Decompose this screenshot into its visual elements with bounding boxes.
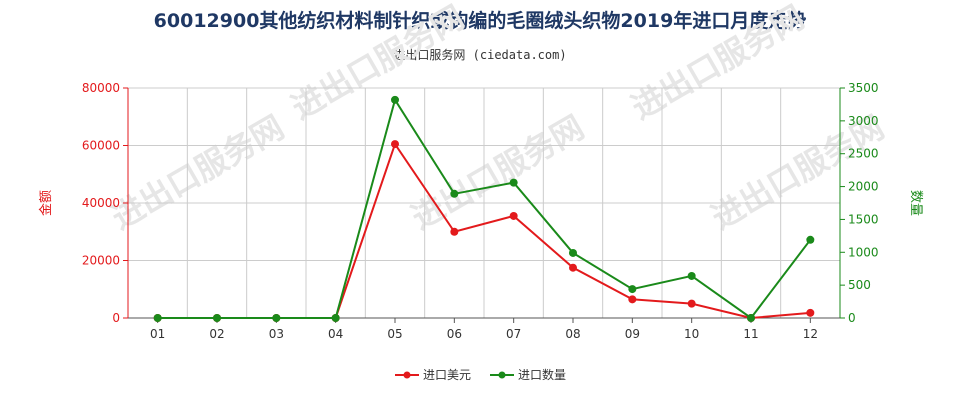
chart-subtitle: 进出口服务网 (ciedata.com) (393, 48, 567, 62)
x-tick-label: 07 (506, 327, 521, 341)
legend-label-0: 进口美元 (423, 368, 471, 382)
series-1-point (391, 95, 399, 104)
x-tick-label: 10 (684, 327, 699, 341)
x-tick-label: 09 (625, 327, 640, 341)
series-1-point (153, 314, 162, 322)
series-0-point (391, 140, 399, 149)
series-0-point (628, 295, 637, 304)
legend-swatch-dot-0 (403, 371, 411, 379)
series-1-point (331, 314, 340, 322)
y-right-tick-label: 2500 (848, 147, 879, 161)
y-left-tick-label: 0 (112, 311, 120, 325)
x-tick-label: 04 (328, 327, 343, 341)
watermark-text: 进出口服务网 (105, 108, 290, 237)
y-left-tick-label: 80000 (82, 81, 120, 95)
series-1-point (450, 189, 459, 198)
axes-layer: 0 20000 40000 60000 80000 0 500 1000 1500 2000 250… (38, 81, 923, 341)
series-0-point (509, 211, 518, 220)
legend: 进口美元 进口数量 (395, 367, 566, 382)
series-0-point (569, 263, 577, 272)
series-1-point (569, 248, 577, 257)
y-right-tick-label: 0 (848, 311, 856, 325)
y-left-tick-label: 40000 (82, 196, 120, 210)
x-tick-label: 03 (269, 327, 284, 341)
series-0-point (687, 299, 696, 308)
series-layer (153, 95, 815, 322)
series-1-point (509, 178, 518, 187)
y-right-tick-label: 1500 (848, 212, 879, 226)
y-left-tick-label: 20000 (82, 254, 120, 268)
y-right-tick-label: 500 (848, 278, 871, 292)
x-tick-label: 01 (150, 327, 165, 341)
series-1-point (806, 235, 815, 244)
legend-label-1: 进口数量 (518, 367, 566, 382)
x-tick-label: 12 (803, 327, 818, 341)
y-right-tick-label: 2000 (848, 180, 879, 194)
series-line-1 (157, 97, 812, 320)
x-tick-label: 06 (447, 327, 462, 341)
y-left-tick-label: 60000 (82, 139, 120, 153)
series-0-point (806, 308, 815, 317)
series-1-point (272, 314, 281, 322)
x-tick-label: 02 (209, 327, 224, 341)
y-right-tick-label: 3500 (848, 81, 879, 95)
watermark-text: 进出口服务网 (405, 108, 590, 237)
series-1-point (213, 314, 221, 322)
chart-title: 60012900其他纺织材料制针织或钩编的毛圈绒头织物2019年进口月度走势 (153, 10, 807, 32)
legend-swatch-dot-1 (498, 371, 506, 379)
y-right-tick-label: 3000 (848, 114, 879, 128)
y-right-axis-title: 数量 (908, 190, 923, 216)
x-tick-label: 11 (743, 327, 758, 341)
series-1-point (628, 285, 637, 294)
y-right-tick-label: 1000 (848, 245, 879, 259)
grid-layer (127, 87, 841, 319)
series-0-point (450, 227, 459, 236)
y-left-axis-title: 金额 (38, 190, 54, 216)
x-tick-label: 05 (387, 327, 402, 341)
series-1-point (687, 271, 696, 280)
x-tick-label: 08 (565, 327, 580, 341)
watermark-text: 进出口服务网 (625, 0, 810, 127)
watermark-text: 进出口服务网 (285, 0, 470, 127)
series-1-point (747, 314, 755, 322)
